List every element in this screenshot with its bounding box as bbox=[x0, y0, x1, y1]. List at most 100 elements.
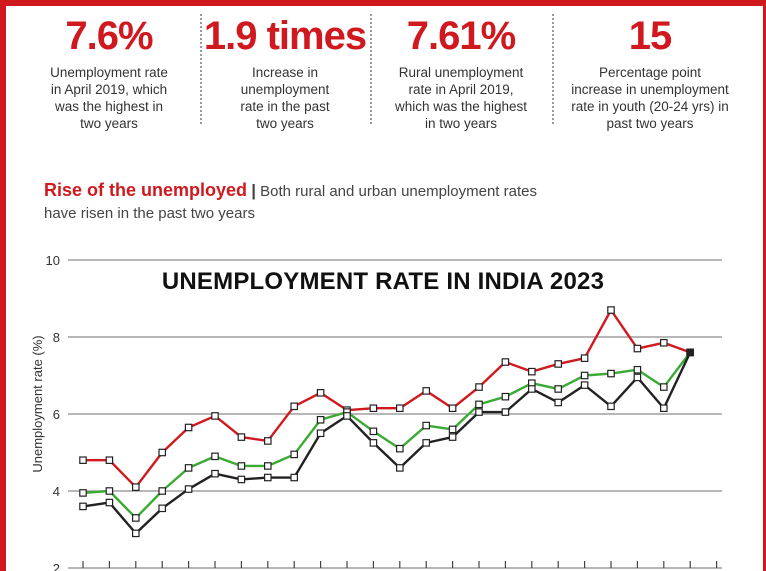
data-point-rural bbox=[527, 385, 536, 393]
y-tick-label: 2 bbox=[53, 561, 60, 571]
headline-text-line1: Both rural and urban unemployment rates bbox=[260, 183, 537, 200]
data-point-urban bbox=[554, 360, 563, 368]
data-point-overall bbox=[448, 425, 457, 434]
data-point-rural bbox=[448, 433, 457, 441]
series-line-overall bbox=[82, 351, 692, 520]
data-point-rural bbox=[264, 473, 272, 482]
data-point-overall bbox=[184, 464, 193, 472]
chart-headline: Rise of the unemployed | Both rural and … bbox=[44, 179, 744, 225]
data-point-urban bbox=[132, 483, 140, 491]
headline-separator: | bbox=[251, 181, 256, 200]
data-point-overall bbox=[316, 415, 325, 424]
data-point-urban bbox=[316, 389, 325, 397]
data-point-rural bbox=[475, 408, 483, 416]
data-point-urban bbox=[396, 404, 404, 413]
data-point-urban bbox=[237, 433, 246, 441]
data-point-overall bbox=[607, 369, 615, 378]
stat-description: Unemployment rate in April 2019, which w… bbox=[50, 65, 168, 131]
data-point-overall bbox=[264, 462, 272, 470]
data-point-rural bbox=[659, 404, 668, 413]
data-point-urban bbox=[105, 456, 114, 465]
stat-value: 7.6% bbox=[65, 14, 153, 58]
y-tick-label: 10 bbox=[46, 253, 60, 268]
data-point-overall bbox=[237, 462, 246, 470]
stat-card: 15 Percentage point increase in unemploy… bbox=[552, 10, 748, 160]
data-point-rural bbox=[607, 402, 615, 411]
overlay-title: UNEMPLOYMENT RATE IN INDIA 2023 bbox=[161, 268, 605, 295]
data-point-rural bbox=[369, 439, 378, 447]
data-point-urban bbox=[184, 423, 193, 432]
data-point-overall bbox=[369, 427, 378, 436]
data-point-rural bbox=[422, 439, 431, 447]
stat-value: 15 bbox=[628, 14, 673, 58]
series-line-urban bbox=[83, 308, 691, 489]
stat-card: 7.6% Unemployment rate in April 2019, wh… bbox=[18, 10, 200, 160]
data-point-overall bbox=[580, 371, 589, 380]
chart-series bbox=[79, 306, 695, 538]
stat-description: Rural unemployment rate in April 2019, w… bbox=[394, 65, 528, 131]
y-tick-label: 4 bbox=[53, 484, 60, 499]
data-point-urban bbox=[422, 387, 431, 395]
data-point-urban bbox=[475, 383, 483, 391]
stat-card: 1.9 times Increase in unemployment rate … bbox=[200, 10, 370, 160]
data-point-overall bbox=[79, 489, 87, 497]
data-point-rural bbox=[501, 408, 510, 416]
data-point-rural bbox=[396, 464, 404, 472]
data-point-rural bbox=[158, 504, 167, 513]
stat-card: 7.61% Rural unemployment rate in April 2… bbox=[370, 10, 552, 160]
data-point-urban bbox=[79, 456, 87, 465]
data-point-overall bbox=[211, 452, 219, 461]
data-point-urban bbox=[501, 358, 510, 366]
data-point-overall bbox=[633, 365, 642, 374]
data-point-urban bbox=[290, 402, 299, 411]
data-point-rural bbox=[343, 412, 351, 420]
data-point-urban bbox=[659, 338, 668, 347]
data-point-rural bbox=[633, 373, 642, 382]
data-point-overall bbox=[475, 400, 483, 409]
data-point-rural bbox=[290, 473, 299, 482]
data-point-urban bbox=[448, 404, 457, 413]
stat-value: 7.61% bbox=[406, 14, 516, 58]
data-point-urban bbox=[633, 344, 642, 353]
data-point-overall bbox=[554, 385, 563, 393]
data-point-urban bbox=[264, 437, 272, 445]
data-point-rural bbox=[132, 529, 140, 538]
data-point-overall bbox=[659, 383, 668, 391]
data-point-rural bbox=[686, 348, 695, 357]
data-point-rural bbox=[79, 502, 87, 511]
data-point-urban bbox=[527, 367, 536, 376]
y-axis-ticks: 2 4 6 8 10 bbox=[46, 253, 60, 571]
series-line-rural bbox=[82, 351, 692, 535]
data-point-overall bbox=[290, 450, 299, 459]
data-point-rural bbox=[580, 381, 589, 389]
data-point-urban bbox=[211, 412, 219, 420]
data-point-rural bbox=[211, 469, 219, 478]
data-point-urban bbox=[607, 306, 615, 314]
y-tick-label: 6 bbox=[53, 407, 60, 422]
stats-row: 7.6% Unemployment rate in April 2019, wh… bbox=[18, 10, 756, 160]
data-point-rural bbox=[184, 485, 193, 493]
data-point-overall bbox=[158, 487, 167, 495]
data-point-rural bbox=[554, 398, 563, 407]
data-point-rural bbox=[237, 475, 246, 484]
data-point-overall bbox=[396, 444, 404, 453]
data-point-rural bbox=[105, 498, 114, 507]
data-point-rural bbox=[316, 429, 325, 438]
stat-description: Percentage point increase in unemploymen… bbox=[571, 65, 729, 131]
data-point-overall bbox=[132, 514, 140, 522]
data-point-urban bbox=[158, 448, 167, 457]
x-axis-ticks bbox=[82, 561, 718, 568]
data-point-urban bbox=[369, 404, 378, 413]
headline-text-line2: have risen in the past two years bbox=[44, 205, 255, 222]
headline-title: Rise of the unemployed bbox=[44, 180, 248, 200]
chart-grid bbox=[68, 259, 722, 569]
data-point-overall bbox=[501, 392, 510, 401]
y-axis-label: Unemployment rate (%) bbox=[30, 335, 45, 472]
stat-value: 1.9 times bbox=[203, 14, 367, 58]
data-point-overall bbox=[105, 487, 114, 495]
data-point-overall bbox=[422, 421, 431, 430]
stat-description: Increase in unemployment rate in the pas… bbox=[240, 65, 330, 131]
data-point-urban bbox=[580, 354, 589, 362]
y-tick-label: 8 bbox=[53, 330, 60, 345]
